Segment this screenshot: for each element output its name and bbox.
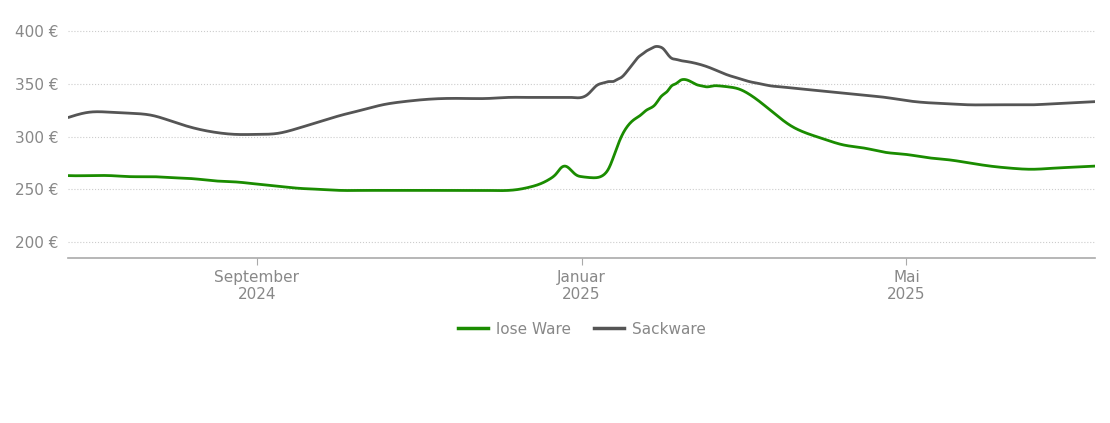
- Legend: lose Ware, Sackware: lose Ware, Sackware: [452, 316, 712, 343]
